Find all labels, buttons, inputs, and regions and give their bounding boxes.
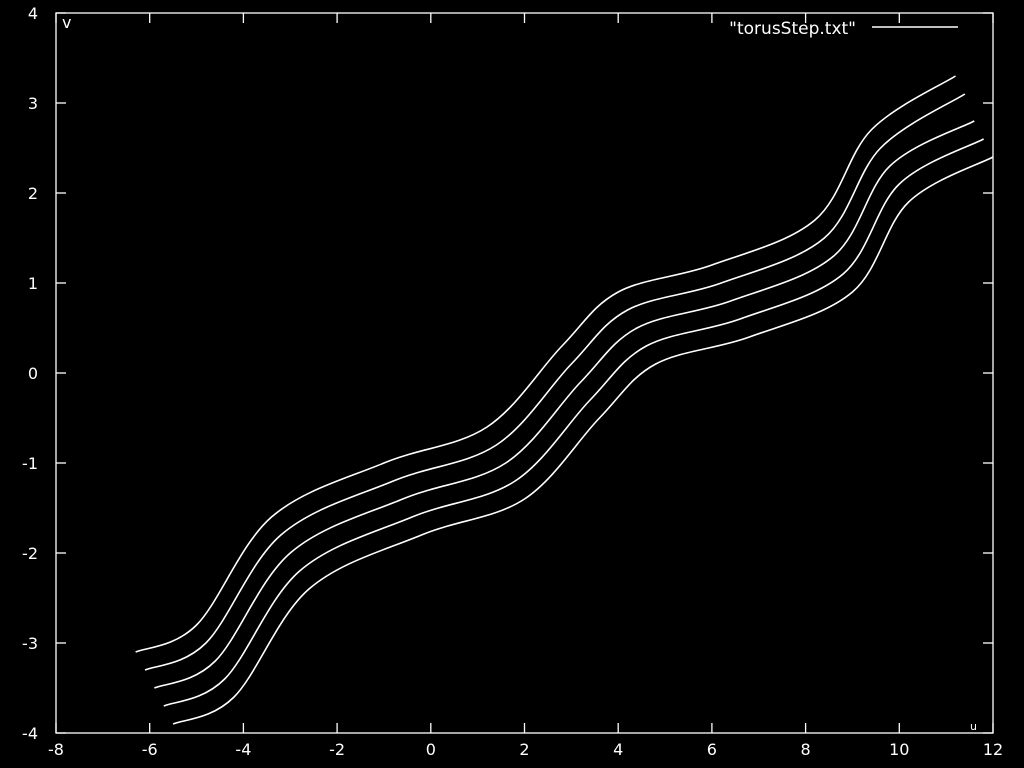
y-tick-label: 1 [28,274,38,293]
series-line-1 [135,75,956,653]
x-tick-label: -8 [48,740,64,759]
y-tick-label: -1 [22,454,38,473]
y-tick-label: 2 [28,184,38,203]
x-tick-label: -2 [329,740,345,759]
y-tick-label: -3 [22,634,38,653]
y-tick-labels: -4 -3 -2 -1 0 1 2 3 4 [22,4,38,743]
series-group [135,75,994,725]
x-tick-label: -6 [142,740,158,759]
x-tick-label: 6 [707,740,717,759]
x-tick-label: 12 [983,740,1003,759]
axis-ticks [55,12,994,734]
x-tick-label: 0 [426,740,436,759]
y-axis-label: v [62,13,71,32]
series-line-5 [172,156,994,725]
x-tick-labels: -8 -6 -4 -2 0 2 4 6 8 10 12 [48,740,1003,759]
series-line-2 [144,93,966,671]
legend-label: "torusStep.txt" [729,19,856,39]
y-tick-label: 4 [28,4,38,23]
x-tick-label: 2 [519,740,529,759]
x-tick-label: -4 [235,740,251,759]
corner-label: u [970,720,977,733]
y-tick-label: -4 [22,724,38,743]
series-line-3 [154,120,975,689]
series-line-4 [163,138,985,707]
y-tick-label: 3 [28,94,38,113]
x-tick-label: 4 [613,740,623,759]
y-tick-label: 0 [28,364,38,383]
x-tick-label: 8 [801,740,811,759]
x-tick-label: 10 [889,740,909,759]
y-tick-label: -2 [22,544,38,563]
